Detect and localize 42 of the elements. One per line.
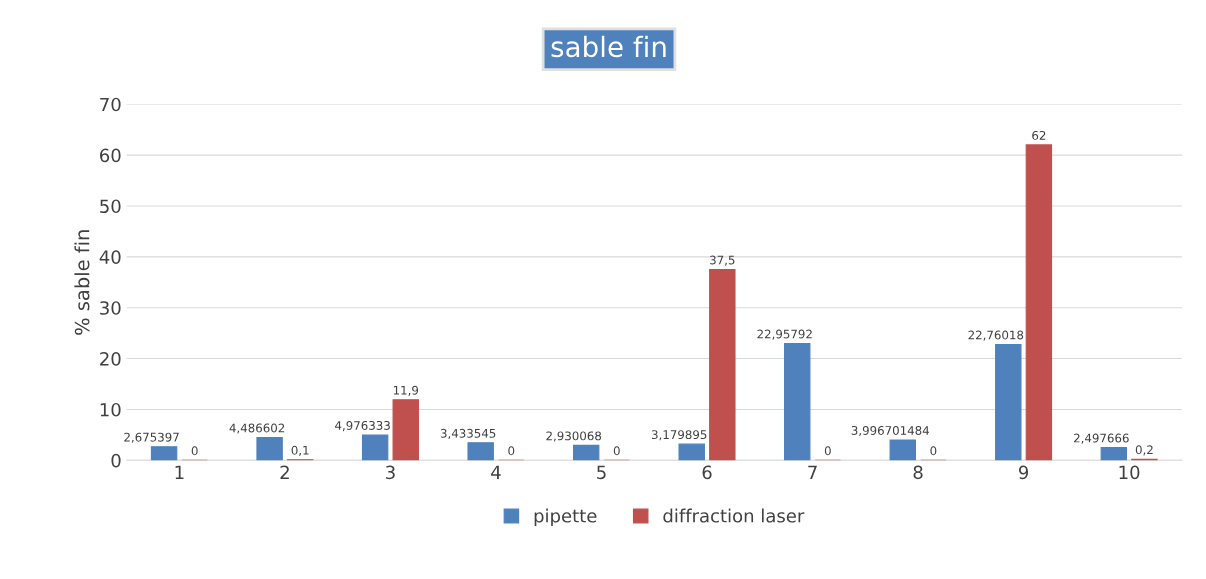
data-label: 0 — [613, 446, 620, 456]
y-axis-title: % sable fin — [74, 230, 90, 335]
data-label: 3,433545 — [440, 428, 496, 439]
y-tick-label: 0 — [111, 453, 121, 468]
data-label: 22,95792 — [757, 329, 812, 340]
data-label: 0,1 — [291, 445, 309, 456]
data-label: 0,2 — [1135, 445, 1153, 456]
y-tick-label: 60 — [100, 148, 121, 163]
x-tick-label: 1 — [175, 465, 184, 479]
y-tick-label: 30 — [100, 301, 121, 315]
data-label: 3,996701484 — [851, 425, 930, 437]
data-label: 22,76018 — [968, 330, 1024, 341]
y-tick-label: 20 — [100, 352, 121, 366]
data-label: 0 — [930, 446, 937, 456]
data-label: 4,976333 — [335, 421, 390, 432]
x-tick-label: 4 — [491, 465, 501, 479]
legend-label: pipette — [534, 508, 597, 527]
legend-label: diffraction laser — [663, 508, 805, 523]
y-tick-label: 70 — [100, 97, 121, 112]
data-label: 62 — [1032, 130, 1046, 140]
x-tick-label: 2 — [280, 465, 289, 479]
data-label: 0 — [508, 446, 515, 456]
data-label: 11,9 — [393, 385, 419, 396]
data-label: 2,675397 — [124, 432, 179, 443]
x-tick-label: 6 — [702, 465, 712, 480]
data-label: 3,179895 — [651, 430, 707, 441]
data-label: 0 — [191, 446, 198, 456]
x-tick-label: 8 — [913, 465, 923, 480]
chart-title: sable fin — [551, 35, 666, 58]
x-tick-label: 9 — [1018, 465, 1029, 480]
data-label: 0 — [824, 446, 831, 456]
data-label: 2,930068 — [546, 431, 602, 442]
x-tick-label: 7 — [808, 465, 817, 479]
x-tick-label: 3 — [386, 465, 395, 480]
data-label: 4,486602 — [229, 423, 285, 434]
y-tick-label: 50 — [100, 199, 121, 214]
data-label: 37,5 — [710, 255, 735, 266]
data-label: 2,497666 — [1074, 433, 1129, 444]
y-tick-label: 40 — [99, 250, 121, 264]
x-tick-label: 10 — [1119, 465, 1140, 480]
x-tick-label: 5 — [597, 465, 606, 480]
y-tick-label: 10 — [100, 402, 121, 417]
